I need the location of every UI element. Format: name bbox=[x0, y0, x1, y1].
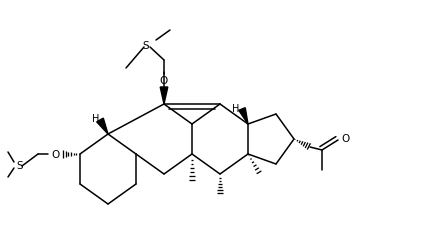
Text: O: O bbox=[341, 134, 350, 143]
Polygon shape bbox=[238, 108, 247, 124]
Text: H: H bbox=[92, 114, 99, 123]
Polygon shape bbox=[96, 119, 108, 135]
Text: S: S bbox=[142, 41, 149, 51]
Text: S: S bbox=[17, 160, 23, 170]
Text: O: O bbox=[159, 76, 168, 86]
Polygon shape bbox=[160, 88, 167, 105]
Text: O: O bbox=[51, 149, 59, 159]
Text: H: H bbox=[232, 104, 239, 114]
